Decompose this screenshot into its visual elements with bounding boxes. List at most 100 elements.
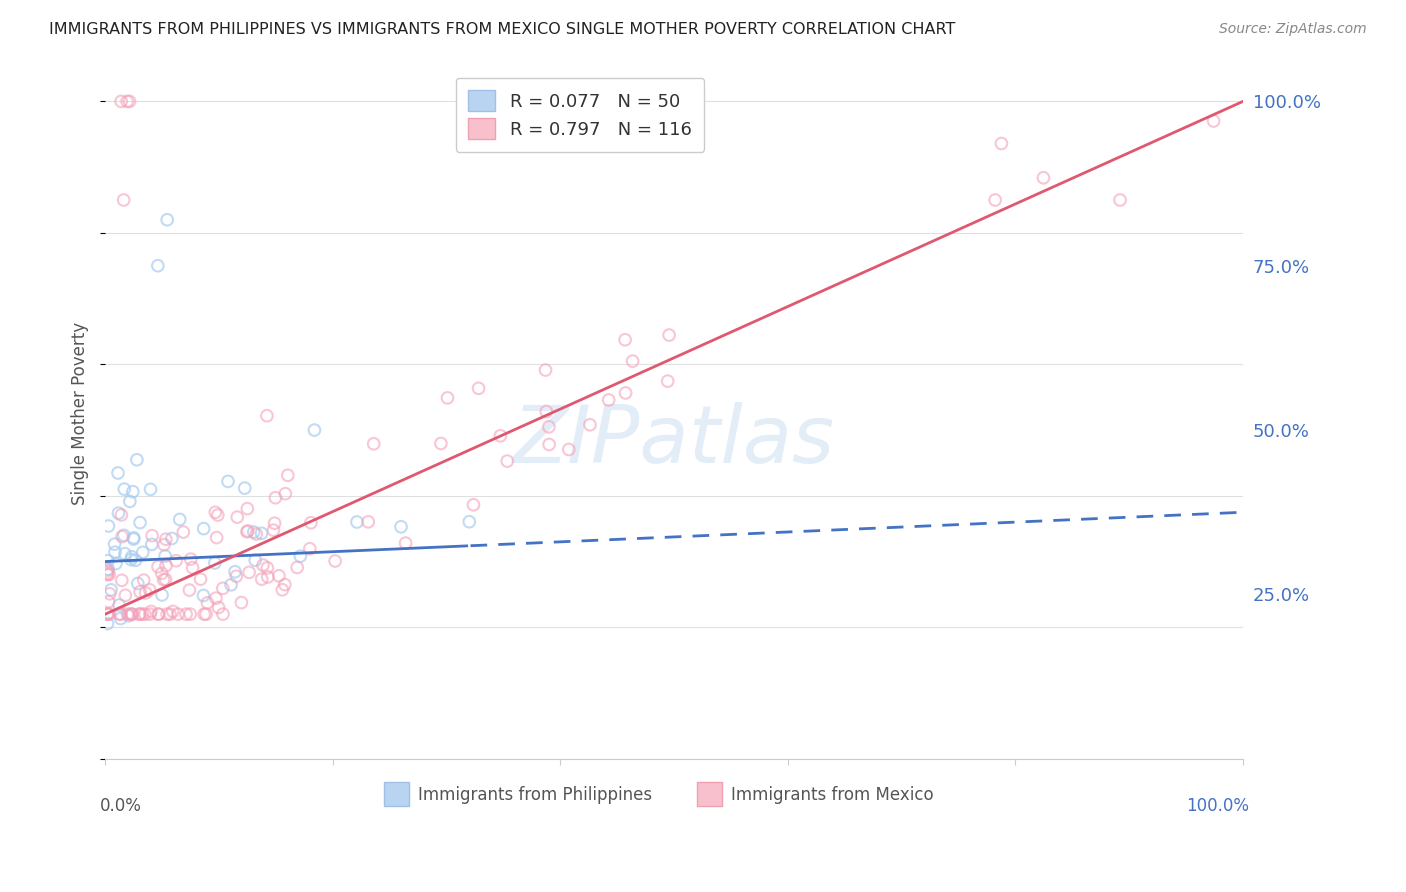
Point bbox=[1109, 193, 1132, 207]
Point bbox=[205, 591, 228, 606]
Point bbox=[304, 423, 326, 437]
Point bbox=[193, 522, 215, 536]
Point bbox=[212, 607, 235, 622]
Point bbox=[98, 567, 121, 582]
Point bbox=[225, 569, 247, 583]
Point bbox=[172, 524, 194, 539]
Point bbox=[112, 482, 135, 496]
Point bbox=[394, 536, 416, 550]
Point bbox=[120, 607, 142, 622]
Point bbox=[108, 598, 131, 612]
Point bbox=[111, 530, 134, 544]
Point bbox=[256, 561, 278, 575]
Point bbox=[211, 582, 233, 596]
Point bbox=[233, 481, 256, 495]
Point bbox=[174, 607, 197, 622]
Point bbox=[129, 584, 152, 599]
Point bbox=[263, 516, 285, 531]
Point bbox=[114, 547, 136, 561]
Point bbox=[467, 381, 489, 395]
Point bbox=[155, 558, 177, 573]
Point bbox=[148, 607, 170, 622]
Point bbox=[274, 577, 297, 591]
Point bbox=[190, 572, 212, 586]
Point bbox=[226, 510, 249, 524]
Point bbox=[534, 363, 557, 377]
Point bbox=[579, 417, 602, 432]
Point bbox=[207, 600, 229, 615]
Point bbox=[193, 607, 215, 622]
Point bbox=[990, 136, 1012, 151]
Point bbox=[159, 607, 181, 622]
Point bbox=[97, 562, 120, 576]
Point bbox=[299, 516, 322, 530]
Point bbox=[217, 475, 239, 489]
Point bbox=[110, 607, 132, 622]
Point bbox=[96, 607, 118, 622]
Point bbox=[96, 563, 118, 577]
Point bbox=[496, 454, 519, 468]
Point bbox=[146, 559, 169, 574]
Point bbox=[621, 354, 644, 368]
Point bbox=[193, 589, 215, 603]
Point bbox=[150, 588, 173, 602]
Point bbox=[128, 607, 150, 621]
Point bbox=[538, 437, 561, 451]
Point bbox=[167, 607, 190, 622]
Point bbox=[489, 429, 512, 443]
Point bbox=[285, 560, 308, 574]
Point bbox=[205, 531, 228, 545]
Point bbox=[1032, 170, 1054, 185]
Point bbox=[139, 604, 162, 618]
Point bbox=[256, 409, 278, 423]
Point bbox=[134, 607, 156, 622]
Point bbox=[107, 506, 129, 520]
Point bbox=[658, 328, 681, 343]
Point bbox=[146, 259, 169, 273]
Point bbox=[238, 566, 260, 580]
Point bbox=[463, 498, 485, 512]
Point bbox=[153, 538, 176, 552]
Point bbox=[298, 541, 321, 556]
Point bbox=[118, 95, 141, 109]
FancyBboxPatch shape bbox=[697, 781, 721, 805]
Text: Source: ZipAtlas.com: Source: ZipAtlas.com bbox=[1219, 22, 1367, 37]
Point bbox=[204, 556, 226, 570]
Point bbox=[100, 582, 122, 597]
Point bbox=[121, 549, 143, 564]
Text: Immigrants from Mexico: Immigrants from Mexico bbox=[731, 786, 934, 804]
Point bbox=[242, 524, 264, 539]
Point bbox=[277, 468, 299, 483]
Point bbox=[389, 520, 412, 534]
Point bbox=[430, 436, 453, 450]
Point bbox=[245, 527, 267, 541]
Point bbox=[114, 588, 136, 602]
Point bbox=[252, 558, 274, 573]
Point bbox=[271, 582, 294, 597]
Point bbox=[110, 508, 132, 522]
Point bbox=[195, 607, 218, 622]
Point bbox=[558, 442, 581, 457]
Point bbox=[155, 533, 177, 547]
Point bbox=[125, 452, 148, 467]
Point bbox=[236, 524, 259, 539]
Point bbox=[290, 549, 312, 563]
Point bbox=[179, 607, 201, 622]
Point bbox=[104, 557, 127, 571]
Point bbox=[357, 515, 380, 529]
Y-axis label: Single Mother Poverty: Single Mother Poverty bbox=[72, 322, 89, 505]
Point bbox=[197, 596, 219, 610]
Point bbox=[117, 607, 139, 622]
Point bbox=[118, 608, 141, 623]
Point bbox=[132, 545, 155, 559]
Point bbox=[267, 569, 290, 583]
Point bbox=[115, 95, 138, 109]
Point bbox=[537, 420, 560, 434]
Point bbox=[104, 537, 127, 551]
Point bbox=[236, 524, 259, 538]
Point bbox=[97, 595, 120, 609]
Point bbox=[274, 486, 297, 500]
Point bbox=[169, 512, 191, 526]
Point bbox=[120, 552, 142, 566]
Point bbox=[96, 607, 118, 622]
